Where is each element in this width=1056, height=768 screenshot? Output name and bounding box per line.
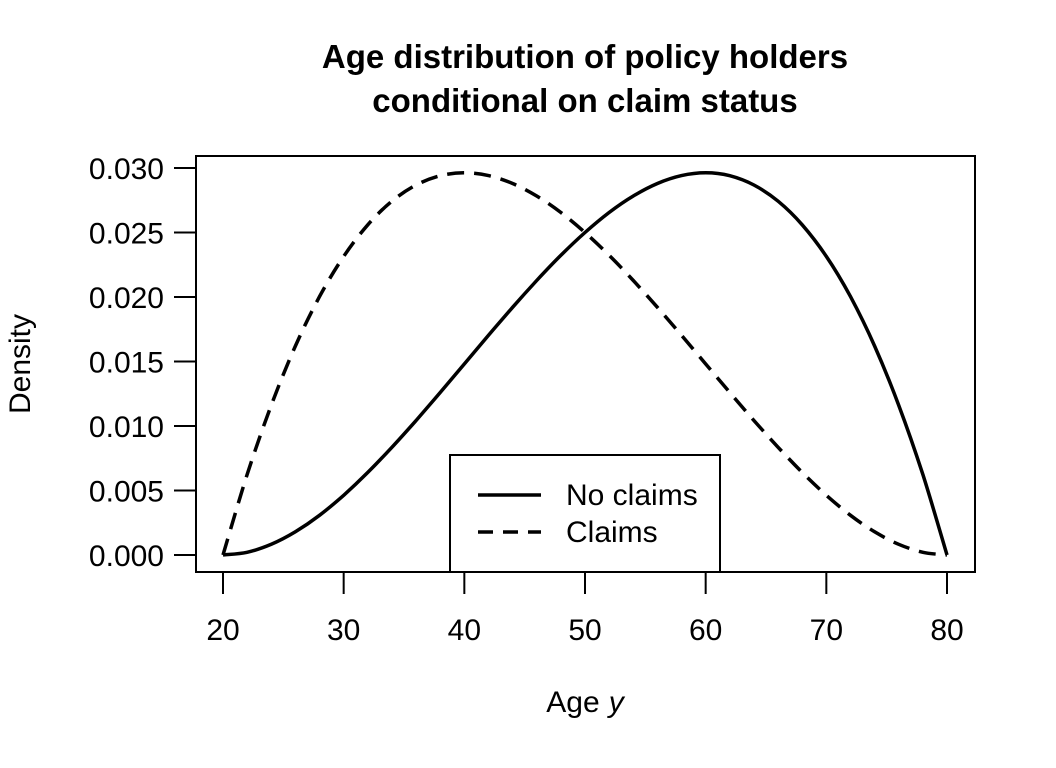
- y-tick-label: 0.000: [89, 540, 164, 573]
- x-axis-title-prefix: Age: [546, 686, 599, 719]
- y-axis-ticks: 0.000 0.005 0.010 0.015 0.020 0.025 0.030: [89, 153, 196, 573]
- y-tick-label: 0.020: [89, 282, 164, 315]
- x-axis-title: Age y: [546, 686, 625, 719]
- x-tick-label: 50: [568, 614, 601, 647]
- legend-label-claims: Claims: [566, 516, 658, 549]
- x-tick-label: 30: [327, 614, 360, 647]
- y-tick-label: 0.025: [89, 218, 164, 251]
- y-tick-label: 0.030: [89, 153, 164, 186]
- x-axis-title-variable: y: [607, 686, 626, 719]
- y-tick-label: 0.010: [89, 411, 164, 444]
- x-tick-label: 40: [448, 614, 481, 647]
- chart-title-line2: conditional on claim status: [372, 82, 797, 119]
- chart-title-line1: Age distribution of policy holders: [322, 38, 848, 75]
- y-tick-label: 0.015: [89, 347, 164, 380]
- density-curves: [221, 171, 949, 557]
- x-axis-ticks: 20 30 40 50 60 70 80: [206, 572, 964, 647]
- x-tick-label: 20: [206, 614, 239, 647]
- curve-no-claims: [222, 171, 949, 557]
- y-tick-label: 0.005: [89, 476, 164, 509]
- x-tick-label: 80: [930, 614, 963, 647]
- x-tick-label: 70: [810, 614, 843, 647]
- y-axis-title: Density: [4, 314, 37, 414]
- legend: No claims Claims: [449, 454, 721, 573]
- legend-box: [449, 454, 721, 573]
- legend-label-no-claims: No claims: [566, 479, 698, 512]
- x-tick-label: 60: [689, 614, 722, 647]
